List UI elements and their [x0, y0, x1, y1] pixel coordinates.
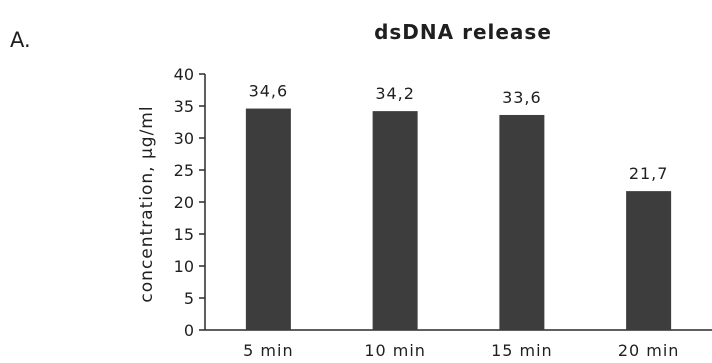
y-tick-label: 25 [174, 161, 194, 180]
x-tick-label: 10 min [364, 341, 426, 360]
y-axis-label: concentration, μg/ml [137, 105, 157, 302]
data-label: 21,7 [629, 164, 669, 183]
y-tick-label: 30 [174, 129, 194, 148]
x-tick-label: 15 min [491, 341, 553, 360]
plot-area: 0 5 10 15 20 25 30 35 40 34,6 5 min 34,2 10 min 33,6 1… [174, 65, 712, 360]
y-tick-label: 15 [174, 225, 194, 244]
y-tick-label: 35 [174, 97, 194, 116]
bar-5-min [245, 108, 291, 330]
y-tick-label: 5 [184, 289, 194, 308]
chart-title: dsDNA release [374, 20, 552, 44]
data-label: 34,2 [375, 84, 415, 103]
data-label: 33,6 [502, 88, 542, 107]
bar-10-min [372, 111, 418, 331]
y-tick-label: 0 [184, 321, 194, 340]
y-tick-label: 40 [174, 65, 194, 84]
x-tick-label: 20 min [618, 341, 680, 360]
panel-label: A. [10, 28, 31, 52]
bar-20-min [626, 191, 672, 330]
y-tick-label: 10 [174, 257, 194, 276]
bar-15-min [499, 114, 545, 331]
x-tick-label: 5 min [243, 341, 293, 360]
y-tick-label: 20 [174, 193, 194, 212]
data-label: 34,6 [249, 82, 289, 101]
